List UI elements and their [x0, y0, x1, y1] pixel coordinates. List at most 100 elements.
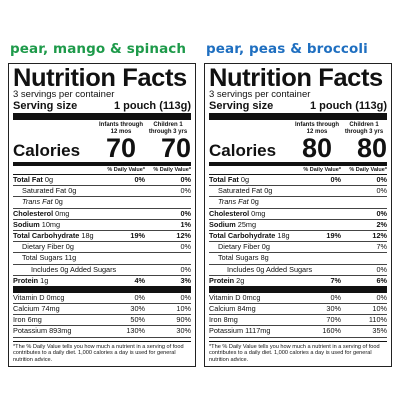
- nutrient-row: Protein 1g 4% 3%: [13, 276, 191, 286]
- nutrient-row: Total Carbohydrate 18g 19% 12%: [13, 230, 191, 243]
- vitamin-name-cell: Vitamin D 0mcg: [13, 293, 97, 303]
- nutrient-name-cell: Includes 0g Added Sugars: [209, 265, 312, 275]
- dv-infants: 0%: [330, 292, 341, 302]
- thick-divider: [13, 113, 191, 120]
- thick-divider: [209, 285, 387, 293]
- dv-infants: 19%: [130, 230, 145, 240]
- nutrient-label: Sodium: [209, 219, 236, 229]
- dv-infants: 0%: [134, 292, 145, 302]
- nutrient-label: Dietary Fiber: [218, 242, 260, 252]
- nutrient-label: Total Carbohydrate: [13, 230, 80, 240]
- nutrient-amount: 8g: [260, 253, 269, 263]
- vitamin-label: Potassium: [13, 326, 48, 336]
- nutrient-row: Sodium 10mg 1%: [13, 220, 191, 231]
- nutrient-row: Total Sugars 8g: [209, 253, 387, 265]
- dv-children: 0%: [180, 264, 191, 274]
- dv-header-infants: % Daily Value*: [303, 167, 341, 173]
- dv-children: 10%: [372, 304, 387, 314]
- nutrient-label: Trans Fat: [22, 197, 53, 207]
- nutrient-amount: 10mg: [41, 219, 61, 229]
- dv-children: 0%: [376, 175, 387, 184]
- nutrient-name-cell: Includes 0g Added Sugars: [13, 265, 116, 275]
- nutrient-name-cell: Sodium 10mg: [13, 220, 97, 230]
- vitamin-label: Iron: [209, 315, 222, 325]
- dv-children: 30%: [176, 326, 191, 336]
- nutrient-row: Saturated Fat 0g 0%: [209, 186, 387, 198]
- vitamin-name-cell: Potassium 893mg: [13, 326, 97, 336]
- nutrient-label: Trans Fat: [218, 197, 249, 207]
- vitamin-row: Calcium 84mg 30% 10%: [209, 304, 387, 316]
- nutrient-row: Protein 2g 7% 6%: [209, 276, 387, 286]
- vitamin-label: Potassium: [209, 326, 244, 336]
- vitamin-label: Vitamin D: [13, 292, 45, 302]
- dv-infants: 160%: [322, 326, 341, 336]
- dv-children: 35%: [372, 326, 387, 336]
- vitamin-row: Potassium 893mg 130% 30%: [13, 326, 191, 338]
- nutrient-amount: 0g: [68, 186, 77, 196]
- vitamin-amount: 1117mg: [245, 326, 271, 336]
- label-title: Nutrition Facts: [209, 64, 383, 92]
- dv-children: 0%: [180, 208, 191, 218]
- nutrient-name-cell: Total Carbohydrate 18g: [209, 231, 293, 241]
- nutrient-amount: 0mg: [55, 208, 70, 218]
- vitamin-row: Iron 6mg 50% 90%: [13, 315, 191, 327]
- nutrient-name-cell: Dietary Fiber 0g: [13, 242, 97, 252]
- vitamin-name-cell: Iron 8mg: [209, 315, 293, 325]
- dv-header-infants: % Daily Value*: [107, 167, 145, 173]
- nutrient-label: Total Fat: [209, 175, 239, 184]
- nutrient-row: Total Fat 0g 0% 0%: [209, 175, 387, 187]
- vitamin-row: Calcium 74mg 30% 10%: [13, 304, 191, 316]
- nutrient-name-cell: Cholesterol 0mg: [13, 209, 97, 219]
- nutrient-label: Saturated Fat: [22, 186, 67, 196]
- vitamin-label: Vitamin D: [209, 292, 241, 302]
- daily-value-header: % Daily Value* % Daily Value*: [209, 166, 387, 175]
- vitamin-name-cell: Vitamin D 0mcg: [209, 293, 293, 303]
- calories-children: 70: [160, 133, 191, 163]
- calories-label: Calories: [209, 141, 277, 160]
- nutrient-amount: 0g: [250, 197, 259, 207]
- dv-children: 0%: [376, 208, 387, 218]
- nutrient-label: Saturated Fat: [218, 186, 263, 196]
- dv-children: 0%: [376, 264, 387, 274]
- nutrient-row: Includes 0g Added Sugars 0%: [209, 265, 387, 276]
- nutrient-amount: 2g: [236, 275, 245, 285]
- dv-header-children: % Daily Value*: [153, 167, 191, 173]
- nutrient-label: Includes 0g Added Sugars: [227, 264, 313, 274]
- dv-infants: 130%: [126, 326, 145, 336]
- nutrient-amount: 0g: [261, 242, 270, 252]
- nutrition-label-right: Nutrition Facts 3 servings per container…: [204, 63, 392, 368]
- nutrient-amount: 0g: [54, 197, 63, 207]
- dv-children: 90%: [176, 315, 191, 325]
- nutrient-row: Total Sugars 11g: [13, 253, 191, 265]
- dv-children: 12%: [372, 230, 387, 240]
- nutrient-amount: 0g: [65, 242, 74, 252]
- nutrient-label: Cholesterol: [13, 208, 54, 218]
- vitamin-amount: 893mg: [49, 326, 72, 336]
- nutrient-row: Total Fat 0g 0% 0%: [13, 175, 191, 187]
- dv-children: 0%: [180, 186, 191, 196]
- vitamin-amount: 8mg: [223, 315, 238, 325]
- dv-children: 0%: [376, 292, 387, 302]
- nutrient-name-cell: Total Carbohydrate 18g: [13, 231, 97, 241]
- servings-per-container: 3 servings per container: [13, 89, 115, 100]
- nutrient-name-cell: Sodium 25mg: [209, 220, 293, 230]
- flavor-title-left: pear, mango & spinach: [10, 41, 187, 57]
- footnote: *The % Daily Value tells you how much a …: [209, 340, 387, 364]
- nutrient-label: Cholesterol: [209, 208, 250, 218]
- vitamin-amount: 6mg: [27, 315, 42, 325]
- calories-row: Calories 80 80: [209, 135, 387, 163]
- dv-infants: 50%: [130, 315, 145, 325]
- age-column-headers: Infants through 12 mos Children 1 throug…: [13, 120, 191, 135]
- nutrient-amount: 11g: [64, 253, 77, 263]
- vitamin-row: Potassium 1117mg 160% 35%: [209, 326, 387, 338]
- thick-divider: [13, 285, 191, 293]
- nutrient-rows: Total Fat 0g 0% 0% Saturated Fat 0g 0% Trans …: [209, 175, 387, 286]
- nutrient-amount: 25mg: [237, 219, 257, 229]
- dv-infants: 70%: [326, 315, 341, 325]
- flavor-title-right: pear, peas & broccoli: [206, 41, 368, 57]
- footnote: *The % Daily Value tells you how much a …: [13, 340, 191, 364]
- nutrient-name-cell: Saturated Fat 0g: [13, 186, 97, 196]
- calories-label: Calories: [13, 141, 81, 160]
- dv-children: 0%: [180, 292, 191, 302]
- dv-children: 0%: [180, 242, 191, 252]
